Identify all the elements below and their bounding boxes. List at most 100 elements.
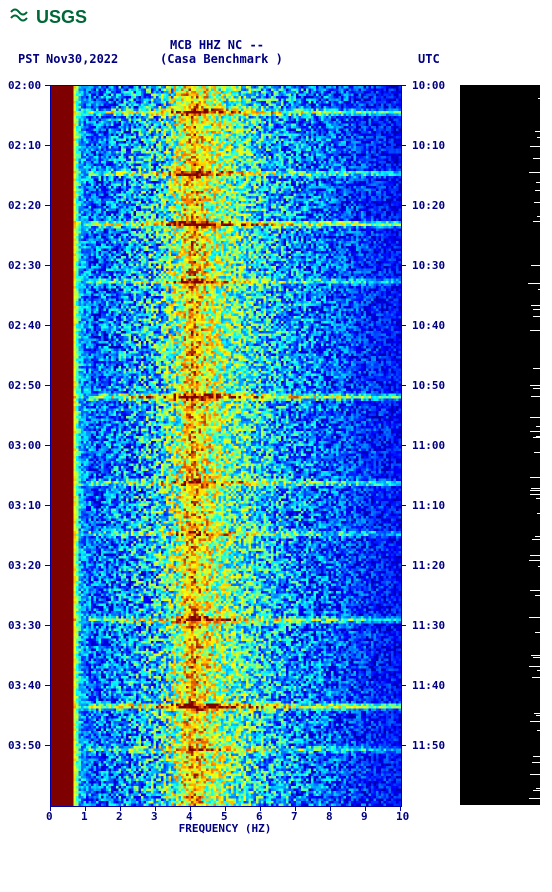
sidebar-streak [534,202,540,203]
y-tick-left: 02:10 [8,139,41,152]
x-tick: 0 [46,810,53,823]
x-tick: 7 [291,810,298,823]
sidebar-streak [533,221,540,222]
sidebar-streak [529,172,540,173]
sidebar-streak [536,426,540,427]
amplitude-sidebar [460,85,540,805]
sidebar-streak [535,632,540,633]
sidebar-streak [534,452,540,453]
sidebar-streak [530,385,540,386]
y-tick-right: 11:00 [412,439,445,452]
y-tick-left: 03:50 [8,739,41,752]
chart-date: Nov30,2022 [46,52,118,66]
y-tick-left: 03:10 [8,499,41,512]
usgs-logo: USGS [10,6,87,29]
y-tick-right: 10:00 [412,79,445,92]
spectrogram-plot [50,85,402,807]
sidebar-streak [538,566,540,567]
sidebar-streak [530,431,540,432]
sidebar-streak [531,655,540,656]
sidebar-streak [531,265,540,266]
sidebar-streak [529,666,540,667]
sidebar-streak [538,98,540,99]
x-tick: 10 [396,810,409,823]
sidebar-streak [531,305,540,306]
y-tick-right: 11:50 [412,739,445,752]
y-tick-right: 11:40 [412,679,445,692]
sidebar-streak [530,330,540,331]
x-tick: 6 [256,810,263,823]
sidebar-streak [533,657,540,658]
sidebar-streak [530,590,540,591]
sidebar-streak [536,182,540,183]
sidebar-streak [537,216,540,217]
y-tick-left: 02:20 [8,199,41,212]
sidebar-streak [530,774,540,775]
x-tick: 2 [116,810,123,823]
sidebar-streak [536,498,540,499]
y-tick-right: 11:30 [412,619,445,632]
sidebar-streak [533,494,540,495]
y-tick-left: 02:30 [8,259,41,272]
sidebar-streak [532,762,540,763]
y-tick-right: 10:20 [412,199,445,212]
y-tick-right: 10:40 [412,319,445,332]
x-tick: 9 [361,810,368,823]
x-tick: 8 [326,810,333,823]
y-tick-right: 10:50 [412,379,445,392]
sidebar-streak [531,396,540,397]
sidebar-streak [533,316,540,317]
sidebar-streak [529,560,540,561]
sidebar-streak [537,730,540,731]
y-tick-left: 03:00 [8,439,41,452]
tz-right-label: UTC [418,52,440,66]
sidebar-streak [532,677,540,678]
sidebar-streak [532,539,540,540]
x-tick: 4 [186,810,193,823]
sidebar-streak [530,146,540,147]
y-tick-right: 11:10 [412,499,445,512]
sidebar-streak [536,788,540,789]
y-tick-right: 10:10 [412,139,445,152]
sidebar-streak [537,513,540,514]
y-tick-left: 02:00 [8,79,41,92]
chart-subtitle: (Casa Benchmark ) [160,52,283,66]
sidebar-streak [537,670,540,671]
sidebar-streak [528,283,540,284]
sidebar-streak [530,721,540,722]
x-tick: 5 [221,810,228,823]
sidebar-streak [529,798,540,799]
y-tick-left: 02:40 [8,319,41,332]
tz-left-label: PST [18,52,40,66]
logo-wave-icon [10,6,32,29]
sidebar-streak [533,437,541,438]
sidebar-streak [530,477,540,478]
sidebar-streak [535,190,540,191]
sidebar-streak [535,595,540,596]
sidebar-streak [536,715,540,716]
logo-text: USGS [36,7,87,28]
sidebar-streak [533,158,540,159]
y-tick-left: 03:20 [8,559,41,572]
sidebar-streak [535,536,540,537]
x-axis-label: FREQUENCY (HZ) [50,822,400,835]
sidebar-streak [534,713,540,714]
y-tick-left: 02:50 [8,379,41,392]
x-tick: 3 [151,810,158,823]
sidebar-streak [537,137,540,138]
spectrogram-canvas [51,86,401,806]
chart-title: MCB HHZ NC -- [170,38,264,52]
sidebar-streak [529,617,540,618]
sidebar-streak [533,388,540,389]
sidebar-streak [533,309,540,310]
sidebar-streak [533,756,541,757]
sidebar-streak [533,368,540,369]
y-tick-left: 03:40 [8,679,41,692]
sidebar-streak [533,790,540,791]
x-tick: 1 [81,810,88,823]
sidebar-streak [530,490,540,491]
y-tick-right: 10:30 [412,259,445,272]
sidebar-streak [538,289,540,290]
sidebar-streak [535,131,540,132]
sidebar-streak [530,555,540,556]
